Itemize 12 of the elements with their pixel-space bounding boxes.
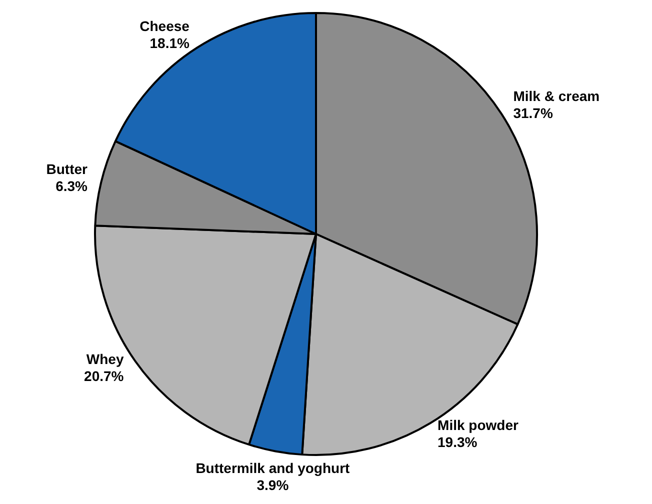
data-label: 18.1% bbox=[150, 34, 190, 51]
data-label: 19.3% bbox=[438, 434, 478, 450]
slice-label: Milk powder bbox=[438, 416, 519, 433]
slice-label: Milk & cream bbox=[513, 88, 600, 104]
data-label: 31.7% bbox=[513, 105, 554, 122]
slice-label: Cheese bbox=[140, 18, 190, 34]
slice-label: Butter bbox=[46, 161, 88, 177]
slice-label: Buttermilk and yoghurt bbox=[196, 460, 350, 476]
data-label: 3.9% bbox=[256, 476, 290, 493]
data-label: 6.3% bbox=[56, 178, 88, 194]
data-label: 20.7% bbox=[84, 368, 124, 384]
slice-label: Whey bbox=[86, 350, 124, 367]
